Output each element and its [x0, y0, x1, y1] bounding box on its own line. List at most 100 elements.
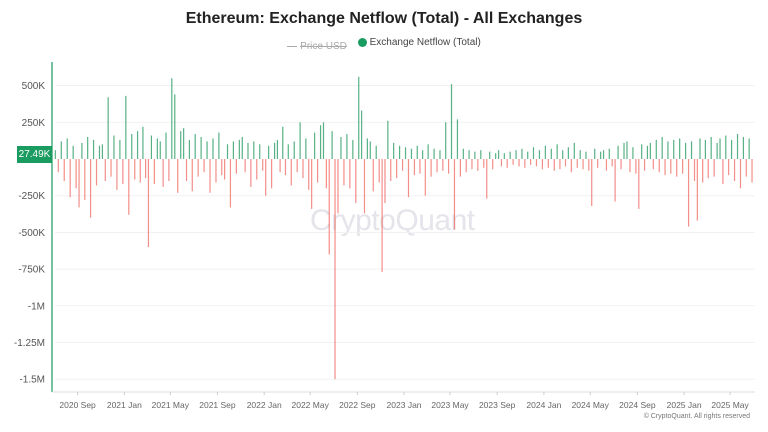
outflow-bar: [629, 159, 631, 173]
inflow-bar: [142, 126, 144, 159]
outflow-bar: [635, 159, 637, 174]
outflow-bar: [381, 159, 383, 273]
outflow-bar: [518, 159, 520, 167]
inflow-bar: [573, 142, 575, 159]
inflow-bar: [331, 131, 333, 159]
outflow-bar: [284, 159, 287, 176]
inflow-bar: [87, 136, 89, 159]
chart-title: Ethereum: Exchange Netflow (Total) - All…: [185, 10, 583, 27]
outflow-bar: [78, 159, 80, 208]
inflow-bar: [685, 142, 687, 159]
outflow-bar: [582, 159, 584, 170]
outflow-bar: [116, 159, 118, 190]
inflow-bar: [716, 142, 718, 159]
inflow-bar: [188, 139, 190, 159]
outflow-bar: [384, 159, 386, 204]
outflow-bar: [145, 159, 147, 179]
inflow-bar: [497, 150, 500, 159]
outflow-bar: [739, 159, 742, 189]
inflow-bar: [474, 151, 476, 159]
inflow-bar: [125, 95, 127, 159]
inflow-bar: [655, 139, 657, 159]
inflow-bar: [358, 76, 360, 159]
outflow-bar: [465, 159, 467, 173]
outflow-bar: [185, 159, 188, 182]
inflow-bar: [200, 136, 202, 159]
outflow-bar: [512, 159, 514, 165]
axes: 500K 250K -250K -500K -750K -1M -1.25M -1.5M 202…: [14, 62, 755, 410]
inflow-bar: [456, 119, 459, 159]
inflow-bar: [649, 142, 651, 159]
outflow-bar: [430, 159, 432, 177]
inflow-bar: [81, 142, 83, 159]
outflow-bar: [676, 159, 678, 177]
inflow-bar: [521, 148, 523, 159]
outflow-bar: [664, 159, 666, 176]
inflow-bar: [410, 148, 413, 159]
inflow-bar: [661, 136, 663, 159]
outflow-bar: [390, 159, 392, 182]
outflow-bar: [442, 159, 444, 171]
outflow-bar: [751, 159, 753, 183]
inflow-bar: [725, 135, 727, 159]
outflow-bar: [316, 159, 319, 183]
inflow-bar: [150, 135, 153, 159]
inflow-bar: [393, 142, 395, 159]
outflow-bar: [670, 159, 672, 174]
outflow-bar: [541, 159, 544, 170]
inflow-bar: [427, 144, 429, 159]
y-tick-label: -1.5M: [19, 375, 45, 386]
outflow-bar: [75, 159, 77, 189]
outflow-bar: [235, 159, 237, 174]
inflow-bar: [194, 134, 196, 159]
outflow-bar: [652, 159, 654, 170]
outflow-bar: [325, 159, 327, 189]
inflow-bar: [679, 138, 681, 159]
outflow-bar: [122, 159, 124, 184]
inflow-bar: [299, 122, 301, 159]
outflow-bar: [453, 159, 456, 230]
outflow-bar: [745, 159, 747, 177]
outflow-bar: [638, 159, 640, 209]
outflow-bar: [707, 159, 709, 179]
outflow-bar: [328, 159, 330, 255]
outflow-bar: [162, 159, 164, 187]
inflow-bar: [710, 136, 712, 159]
x-tick-label: 2020 Sep: [59, 400, 96, 410]
outflow-bar: [591, 159, 593, 206]
inflow-bar: [113, 135, 115, 159]
inflow-bar: [218, 132, 220, 159]
x-tick-label: 2022 May: [292, 400, 330, 410]
inflow-bar: [276, 139, 279, 159]
x-tick-label: 2021 Sep: [199, 400, 236, 410]
outflow-bar: [576, 159, 578, 168]
inflow-bar: [238, 139, 240, 159]
inflow-bar: [600, 151, 602, 159]
inflow-bar: [704, 139, 706, 159]
legend-item-exchange-netflow[interactable]: Exchange Netflow (Total): [357, 37, 481, 48]
outflow-bar: [564, 159, 567, 167]
outflow-bar: [372, 159, 374, 192]
inflow-bar: [567, 147, 569, 159]
inflow-bar: [159, 141, 161, 159]
outflow-bar: [349, 159, 351, 189]
outflow-bar: [343, 159, 345, 186]
legend-item-price-usd[interactable]: Price USD: [287, 41, 347, 52]
inflow-bar: [387, 120, 389, 159]
inflow-bar: [699, 138, 701, 159]
inflow-bar: [527, 151, 529, 159]
outflow-bar: [597, 159, 599, 168]
inflow-bar: [509, 151, 511, 159]
inflow-bar: [550, 148, 552, 159]
x-tick-label: 2023 May: [431, 400, 469, 410]
outflow-bar: [605, 159, 608, 171]
inflow-bar: [562, 150, 564, 159]
inflow-bar: [273, 142, 276, 159]
outflow-bar: [693, 159, 696, 182]
inflow-bar: [742, 136, 745, 159]
inflow-bar: [136, 131, 139, 159]
outflow-bar: [256, 159, 258, 180]
inflow-bar: [165, 132, 167, 159]
inflow-bar: [293, 141, 295, 159]
inflow-bar: [107, 97, 109, 159]
